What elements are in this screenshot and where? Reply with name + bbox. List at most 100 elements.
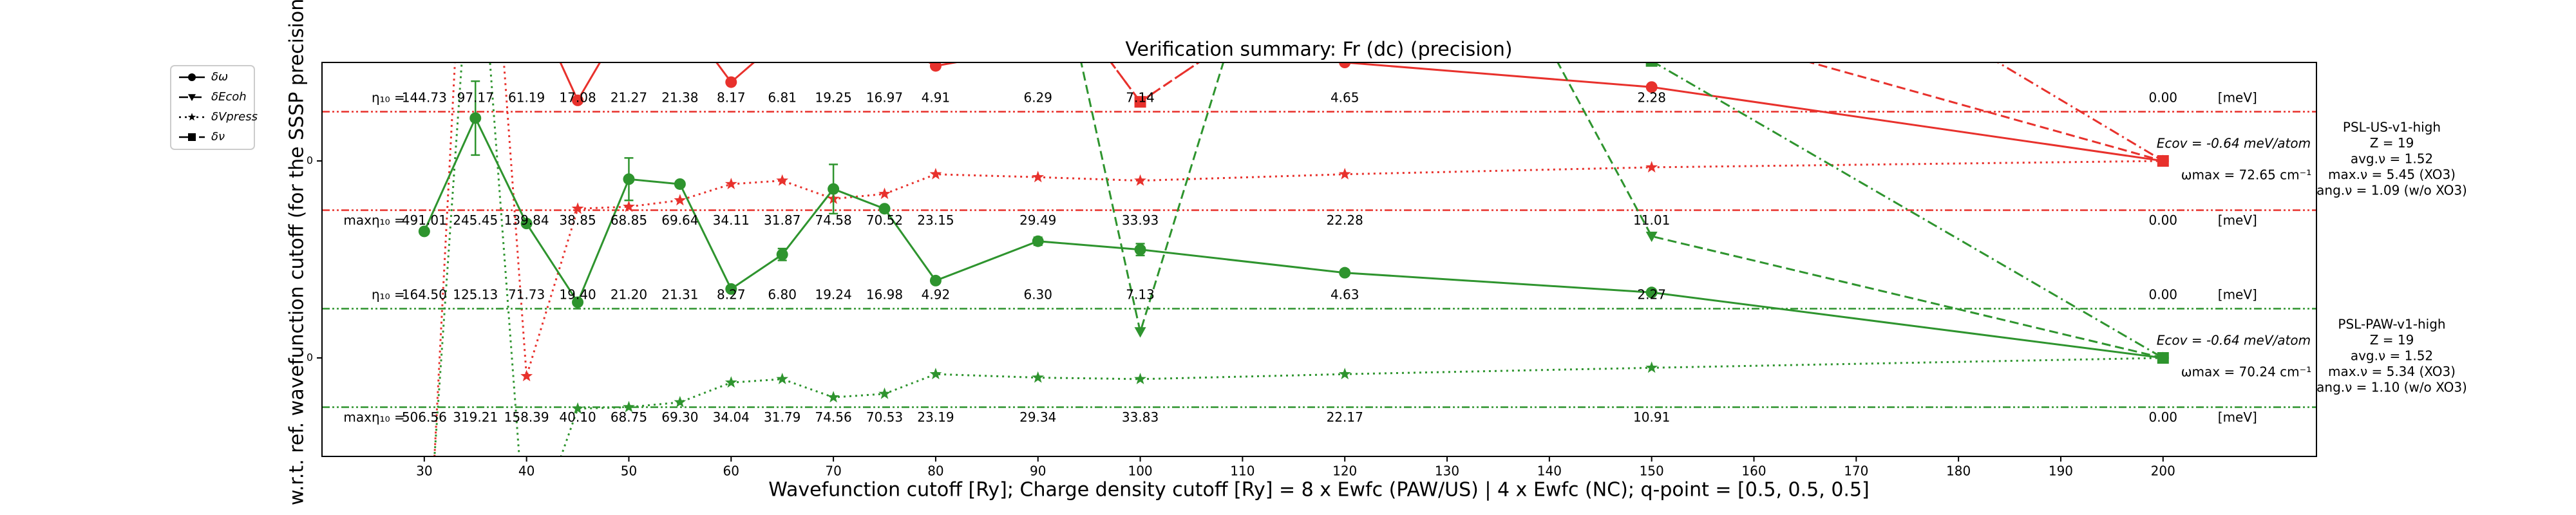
annotation-value: 0.00 (2149, 286, 2178, 302)
x-tick-label: 160 (1741, 464, 1766, 479)
annotation-value: 0.00 (2149, 409, 2178, 425)
y-axis-label: w.r.t. ref. wavefunction cutoff (for the… (286, 0, 308, 505)
annotation-value: 69.64 (661, 212, 698, 228)
marker (929, 167, 942, 180)
annotation-value: 4.91 (922, 89, 951, 105)
annotation-value: 6.30 (1023, 286, 1052, 302)
annotation-value: 6.80 (768, 286, 797, 302)
x-axis-label: Wavefunction cutoff [Ry]; Charge density… (768, 479, 1870, 501)
marker (1338, 167, 1351, 180)
annotation-value: 319.21 (453, 409, 498, 425)
ecov-label: Ecov = -0.64 meV/atom (2157, 136, 2311, 151)
legend-marker (187, 113, 196, 121)
annotation-value: 7.14 (1126, 89, 1155, 105)
x-tick-label: 80 (927, 464, 943, 479)
row-unit: [meV] (2218, 286, 2257, 302)
x-tick-label: 150 (1640, 464, 1664, 479)
pseudo-info: avg.ν = 1.52 (2351, 348, 2433, 364)
omega-max-label: ωmax = 70.24 cm⁻¹ (2181, 364, 2311, 380)
annotation-value: 7.13 (1126, 286, 1155, 302)
annotation-value: 491.01 (402, 212, 447, 228)
x-tick-label: 30 (416, 464, 432, 479)
marker (1032, 371, 1045, 383)
annotation-value: 4.92 (922, 286, 951, 302)
annotation-value: 70.53 (866, 409, 903, 425)
marker (1032, 171, 1045, 183)
annotation-value: 16.97 (866, 89, 903, 105)
x-tick-label: 140 (1537, 464, 1562, 479)
x-tick-label: 70 (825, 464, 841, 479)
marker (1032, 235, 1044, 247)
annotation-value: 31.79 (764, 409, 800, 425)
annotation-value: 11.01 (1633, 212, 1670, 228)
row-unit: [meV] (2218, 212, 2257, 228)
marker (776, 248, 788, 261)
marker (827, 391, 840, 403)
marker (1339, 62, 1351, 68)
marker (929, 62, 942, 72)
pseudo-info: max.ν = 5.34 (XO3) (2328, 364, 2456, 379)
row-label: η₁₀ = (372, 89, 405, 105)
marker (674, 194, 687, 206)
pseudo-info: Z = 19 (2370, 332, 2414, 348)
marker (1338, 368, 1351, 380)
annotation-value: 17.08 (559, 89, 596, 105)
annotation-value: 69.30 (661, 409, 698, 425)
legend-label: δEcoh (211, 90, 247, 104)
x-tick-label: 200 (2151, 464, 2175, 479)
annotation-value: 33.93 (1122, 212, 1159, 228)
row-unit: [meV] (2218, 409, 2257, 425)
annotation-value: 68.85 (611, 212, 647, 228)
x-tick-label: 110 (1230, 464, 1255, 479)
annotation-value: 21.27 (611, 89, 647, 105)
legend-label: δν (211, 130, 225, 144)
annotation-value: 144.73 (402, 89, 447, 105)
annotation-value: 70.52 (866, 212, 903, 228)
ecov-label: Ecov = -0.64 meV/atom (2157, 333, 2311, 348)
marker (1134, 174, 1146, 186)
annotation-value: 34.04 (713, 409, 750, 425)
annotation-value: 16.98 (866, 286, 903, 302)
marker (878, 187, 891, 200)
x-tick-label: 130 (1435, 464, 1459, 479)
annotation-value: 8.17 (717, 89, 746, 105)
x-tick-label: 180 (1946, 464, 1971, 479)
marker (929, 368, 942, 380)
annotation-value: 10.91 (1633, 409, 1670, 425)
marker (572, 296, 584, 308)
series-line (423, 115, 2163, 359)
pseudo-info: max.ν = 5.45 (XO3) (2328, 167, 2456, 182)
pseudo-info: PSL-US-v1-high (2343, 120, 2441, 135)
marker (571, 402, 584, 414)
plot-frame (321, 62, 2317, 457)
marker (1645, 161, 1658, 173)
marker (1645, 286, 1658, 299)
marker (725, 283, 737, 295)
annotation-value: 29.49 (1019, 212, 1056, 228)
annotation-value: 6.81 (768, 89, 797, 105)
marker (418, 225, 430, 238)
x-tick-label: 50 (621, 464, 637, 479)
marker (674, 396, 687, 407)
marker (878, 203, 891, 215)
annotation-value: 74.56 (815, 409, 851, 425)
annotation-value: 4.63 (1331, 286, 1359, 302)
pseudo-info: ang.ν = 1.09 (w/o XO3) (2316, 183, 2467, 198)
marker (623, 400, 635, 413)
marker (1645, 231, 1658, 243)
annotation-value: 22.17 (1327, 409, 1363, 425)
annotation-value: 34.11 (713, 212, 750, 228)
annotation-value: 21.38 (661, 89, 698, 105)
annotation-value: 97.17 (457, 89, 494, 105)
annotation-value: 71.73 (508, 286, 545, 302)
annotation-value: 22.28 (1327, 212, 1363, 228)
row-label: maxη₁₀ = (343, 409, 404, 425)
marker (776, 174, 789, 186)
x-tick-label: 170 (1844, 464, 1868, 479)
annotation-value: 125.13 (453, 286, 498, 302)
marker (1645, 62, 1658, 67)
x-tick-label: 120 (1332, 464, 1357, 479)
annotation-value: 4.65 (1331, 89, 1359, 105)
x-tick-label: 60 (723, 464, 739, 479)
